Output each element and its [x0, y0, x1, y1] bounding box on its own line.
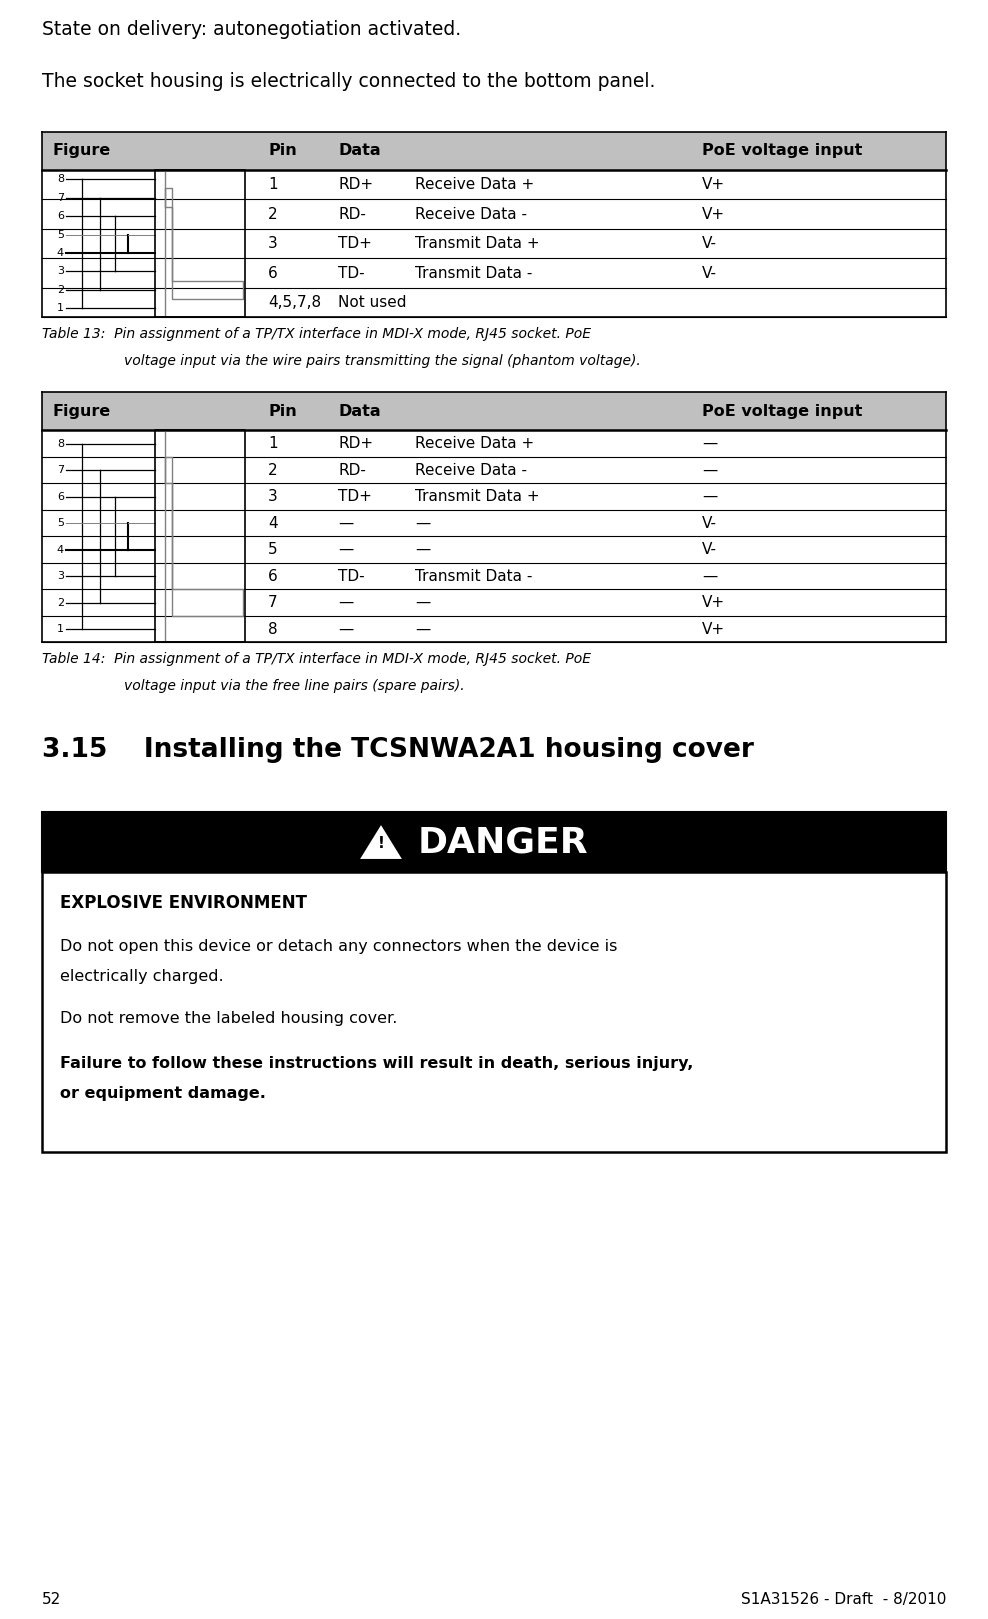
- Text: RD+: RD+: [338, 436, 373, 452]
- Text: Failure to follow these instructions will result in death, serious injury,: Failure to follow these instructions wil…: [60, 1057, 694, 1072]
- Text: Transmit Data +: Transmit Data +: [415, 236, 539, 251]
- Text: PoE voltage input: PoE voltage input: [702, 405, 863, 419]
- Text: V-: V-: [702, 266, 717, 280]
- Text: —: —: [338, 516, 354, 531]
- Text: 7: 7: [268, 596, 278, 610]
- Text: electrically charged.: electrically charged.: [60, 970, 223, 984]
- Text: 6: 6: [268, 568, 278, 584]
- Text: 8: 8: [57, 175, 64, 185]
- Text: —: —: [338, 542, 354, 557]
- Text: —: —: [415, 622, 430, 636]
- Text: —: —: [702, 463, 717, 478]
- Text: PoE voltage input: PoE voltage input: [702, 144, 863, 159]
- Text: 3: 3: [57, 267, 64, 277]
- Text: Figure: Figure: [52, 405, 111, 419]
- Text: 6: 6: [268, 266, 278, 280]
- Text: 8: 8: [268, 622, 278, 636]
- Text: —: —: [415, 516, 430, 531]
- Text: —: —: [338, 622, 354, 636]
- Text: 5: 5: [57, 230, 64, 240]
- Text: —: —: [338, 596, 354, 610]
- Text: Transmit Data +: Transmit Data +: [415, 489, 539, 504]
- Text: TD-: TD-: [338, 568, 365, 584]
- Text: Do not remove the labeled housing cover.: Do not remove the labeled housing cover.: [60, 1012, 397, 1026]
- Text: 1: 1: [268, 176, 278, 193]
- Text: TD+: TD+: [338, 236, 371, 251]
- Text: 6: 6: [57, 492, 64, 502]
- Text: State on delivery: autonegotiation activated.: State on delivery: autonegotiation activ…: [42, 19, 461, 39]
- Text: Transmit Data -: Transmit Data -: [415, 266, 533, 280]
- Text: Receive Data -: Receive Data -: [415, 207, 527, 222]
- Text: 2: 2: [57, 597, 64, 607]
- Text: 6: 6: [57, 210, 64, 222]
- Text: 1: 1: [268, 436, 278, 452]
- Text: voltage input via the wire pairs transmitting the signal (phantom voltage).: voltage input via the wire pairs transmi…: [124, 355, 641, 368]
- Text: Pin: Pin: [268, 405, 296, 419]
- Text: The socket housing is electrically connected to the bottom panel.: The socket housing is electrically conne…: [42, 71, 655, 91]
- Text: Transmit Data -: Transmit Data -: [415, 568, 533, 584]
- Text: RD-: RD-: [338, 207, 366, 222]
- Text: Data: Data: [338, 405, 380, 419]
- Text: 52: 52: [42, 1591, 61, 1606]
- Text: —: —: [702, 568, 717, 584]
- Text: —: —: [702, 489, 717, 504]
- Text: Receive Data +: Receive Data +: [415, 436, 535, 452]
- Text: 4: 4: [57, 248, 64, 257]
- Text: S1A31526 - Draft  - 8/2010: S1A31526 - Draft - 8/2010: [741, 1591, 946, 1606]
- Polygon shape: [362, 827, 400, 858]
- Text: EXPLOSIVE ENVIRONMENT: EXPLOSIVE ENVIRONMENT: [60, 895, 307, 913]
- Text: Table 13:  Pin assignment of a TP/TX interface in MDI-X mode, RJ45 socket. PoE: Table 13: Pin assignment of a TP/TX inte…: [42, 327, 591, 342]
- Text: 2: 2: [57, 285, 64, 295]
- Text: 4: 4: [268, 516, 278, 531]
- Text: TD+: TD+: [338, 489, 371, 504]
- Text: 3: 3: [268, 236, 278, 251]
- Text: 1: 1: [57, 303, 64, 314]
- Text: or equipment damage.: or equipment damage.: [60, 1086, 266, 1101]
- Text: 2: 2: [268, 463, 278, 478]
- Text: Data: Data: [338, 144, 380, 159]
- Text: Table 14:  Pin assignment of a TP/TX interface in MDI-X mode, RJ45 socket. PoE: Table 14: Pin assignment of a TP/TX inte…: [42, 652, 591, 667]
- Text: Pin: Pin: [268, 144, 296, 159]
- Text: V-: V-: [702, 516, 717, 531]
- Text: V+: V+: [702, 207, 725, 222]
- Text: V+: V+: [702, 596, 725, 610]
- Text: 5: 5: [57, 518, 64, 528]
- Text: RD-: RD-: [338, 463, 366, 478]
- Bar: [42, 813, 946, 873]
- Text: DANGER: DANGER: [418, 826, 589, 860]
- Text: voltage input via the free line pairs (spare pairs).: voltage input via the free line pairs (s…: [124, 678, 464, 693]
- Text: V+: V+: [702, 176, 725, 193]
- Text: 4: 4: [57, 544, 64, 555]
- Bar: [42, 133, 946, 170]
- Text: 2: 2: [268, 207, 278, 222]
- Text: Figure: Figure: [52, 144, 111, 159]
- Text: 5: 5: [268, 542, 278, 557]
- Text: V-: V-: [702, 542, 717, 557]
- Text: RD+: RD+: [338, 176, 373, 193]
- Text: 3.15    Installing the TCSNWA2A1 housing cover: 3.15 Installing the TCSNWA2A1 housing co…: [42, 738, 754, 764]
- Text: 1: 1: [57, 625, 64, 635]
- Bar: [42, 392, 946, 431]
- Text: 8: 8: [57, 439, 64, 448]
- Text: V-: V-: [702, 236, 717, 251]
- Text: 7: 7: [57, 193, 64, 202]
- Text: 3: 3: [268, 489, 278, 504]
- Text: Receive Data -: Receive Data -: [415, 463, 527, 478]
- Text: !: !: [377, 835, 384, 852]
- Text: —: —: [702, 436, 717, 452]
- Text: TD-: TD-: [338, 266, 365, 280]
- Text: 4,5,7,8: 4,5,7,8: [268, 295, 321, 311]
- Text: 3: 3: [57, 572, 64, 581]
- Text: Receive Data +: Receive Data +: [415, 176, 535, 193]
- Text: V+: V+: [702, 622, 725, 636]
- Text: Not used: Not used: [338, 295, 406, 311]
- Text: —: —: [415, 542, 430, 557]
- Bar: [42, 873, 946, 1153]
- Text: —: —: [415, 596, 430, 610]
- Text: Do not open this device or detach any connectors when the device is: Do not open this device or detach any co…: [60, 939, 618, 955]
- Text: 7: 7: [57, 465, 64, 476]
